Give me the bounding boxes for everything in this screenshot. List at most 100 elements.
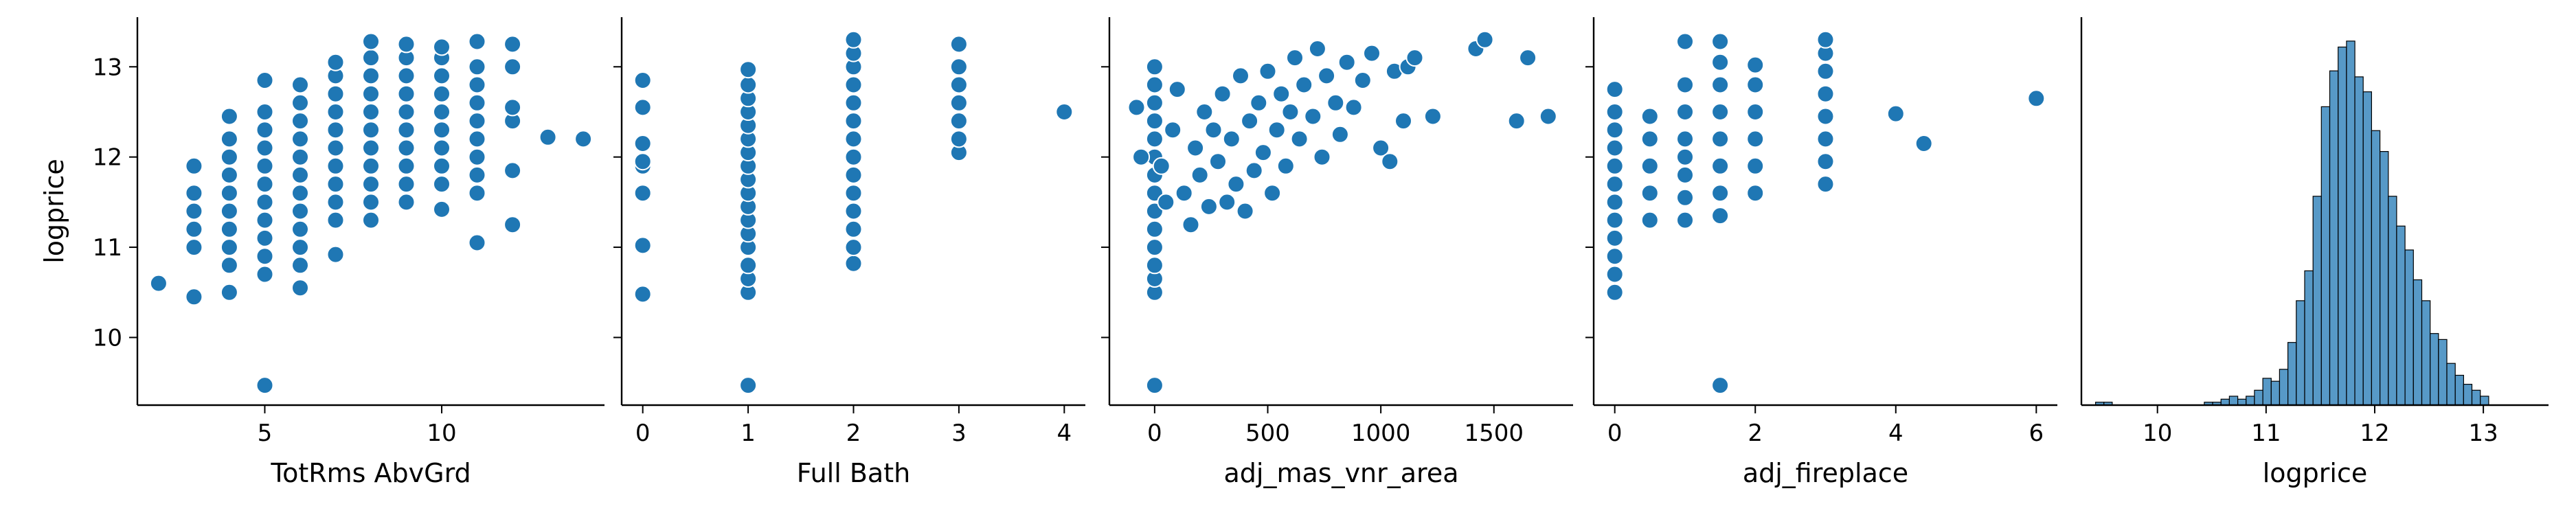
scatter-point [256, 247, 274, 266]
scatter-point [1816, 152, 1835, 171]
histogram-bar [2228, 396, 2239, 406]
scatter-point [256, 103, 274, 121]
scatter-point [844, 220, 863, 238]
scatter-point [1711, 157, 1730, 175]
x-tick-label: 1000 [1351, 420, 1411, 447]
scatter-point [1331, 125, 1349, 144]
scatter-point [433, 200, 451, 218]
panel-totrms-abvgrd: 5 10 10 11 12 13 TotRms AbvGrd logprice [39, 17, 605, 488]
x-axis-label: adj_mas_vnr_area [1224, 458, 1459, 488]
scatter-point [1250, 93, 1268, 112]
scatter-point [433, 121, 451, 139]
scatter-point [256, 193, 274, 211]
scatter-point [739, 256, 758, 275]
scatter-point [397, 139, 416, 157]
scatter-point [633, 285, 652, 304]
scatter-point [1914, 135, 1933, 152]
scatter-point [1337, 53, 1356, 71]
scatter-point [1145, 256, 1164, 275]
y-tick-label: 10 [93, 324, 122, 352]
histogram-bar [2312, 196, 2322, 406]
x-tick-label: 4 [1888, 420, 1903, 447]
scatter-point [326, 175, 345, 194]
scatter-point [844, 93, 863, 112]
scatter-point [1290, 130, 1309, 148]
x-axis-label: adj_fireplace [1743, 458, 1908, 488]
scatter-point [326, 245, 345, 264]
scatter-point [291, 130, 309, 148]
scatter-point [326, 103, 345, 121]
scatter-point [1232, 67, 1250, 85]
scatter-point [291, 148, 309, 166]
scatter-point [1263, 184, 1282, 203]
scatter-point [256, 175, 274, 194]
x-tick-label: 0 [635, 420, 651, 447]
scatter-point [291, 93, 309, 112]
panel-full-bath: 0 1 2 3 4 Full Bath [613, 17, 1085, 488]
scatter-point [1746, 184, 1765, 203]
x-axis-label: logprice [2263, 458, 2368, 488]
histogram-bar [2463, 383, 2473, 406]
scatter-point [739, 76, 758, 94]
scatter-point [1605, 175, 1624, 194]
scatter-point [1746, 103, 1765, 121]
scatter-point [1276, 157, 1295, 175]
scatter-point [949, 58, 968, 76]
scatter-point [1281, 103, 1300, 121]
scatter-point [185, 220, 203, 238]
scatter-point [326, 157, 345, 175]
scatter-point [1127, 98, 1146, 117]
scatter-point [1816, 130, 1835, 148]
scatter-point [1746, 56, 1765, 74]
scatter-point [1304, 107, 1322, 126]
histogram-bar [2438, 339, 2448, 406]
scatter-point [1676, 103, 1694, 121]
scatter-point [844, 202, 863, 220]
scatter-point [1746, 130, 1765, 148]
scatter-point [468, 148, 486, 166]
scatter-point [397, 175, 416, 194]
scatter-point [1394, 112, 1412, 130]
scatter-point [1145, 93, 1164, 112]
scatter-point [149, 274, 168, 293]
scatter-point [633, 71, 652, 89]
scatter-point [844, 130, 863, 148]
scatter-point [291, 202, 309, 220]
scatter-point [362, 103, 380, 121]
scatter-point [326, 84, 345, 103]
scatter-point [1605, 193, 1624, 211]
scatter-point [397, 35, 416, 54]
scatter-point [844, 165, 863, 184]
scatter-point [433, 157, 451, 175]
scatter-point [220, 238, 238, 257]
scatter-point [362, 211, 380, 229]
scatter-point [844, 76, 863, 94]
scatter-point [1353, 71, 1372, 89]
histogram-bar [2454, 374, 2464, 406]
scatter-point [256, 139, 274, 157]
scatter-point [1886, 104, 1905, 123]
scatter-point [1344, 98, 1363, 117]
scatter-point [1190, 165, 1209, 184]
scatter-point [1676, 165, 1694, 184]
scatter-point [504, 35, 522, 54]
scatter-point [1227, 175, 1245, 194]
histogram-bar [2380, 151, 2389, 406]
histogram-bar [2346, 41, 2355, 406]
scatter-point [1195, 103, 1214, 121]
histogram-bar [2320, 106, 2331, 406]
x-tick-label: 4 [1057, 420, 1072, 447]
scatter-point [1164, 121, 1182, 139]
histogram-bar [2287, 342, 2297, 406]
histogram-bar [2262, 378, 2272, 406]
scatter-point [1746, 76, 1765, 94]
scatter-point [185, 202, 203, 220]
scatter-point [256, 157, 274, 175]
scatter-point [397, 193, 416, 211]
scatter-point [1640, 107, 1659, 126]
scatter-point [433, 139, 451, 157]
scatter-point [1605, 157, 1624, 175]
scatter-point [504, 98, 522, 117]
scatter-point [256, 265, 274, 284]
scatter-point [1816, 107, 1835, 126]
